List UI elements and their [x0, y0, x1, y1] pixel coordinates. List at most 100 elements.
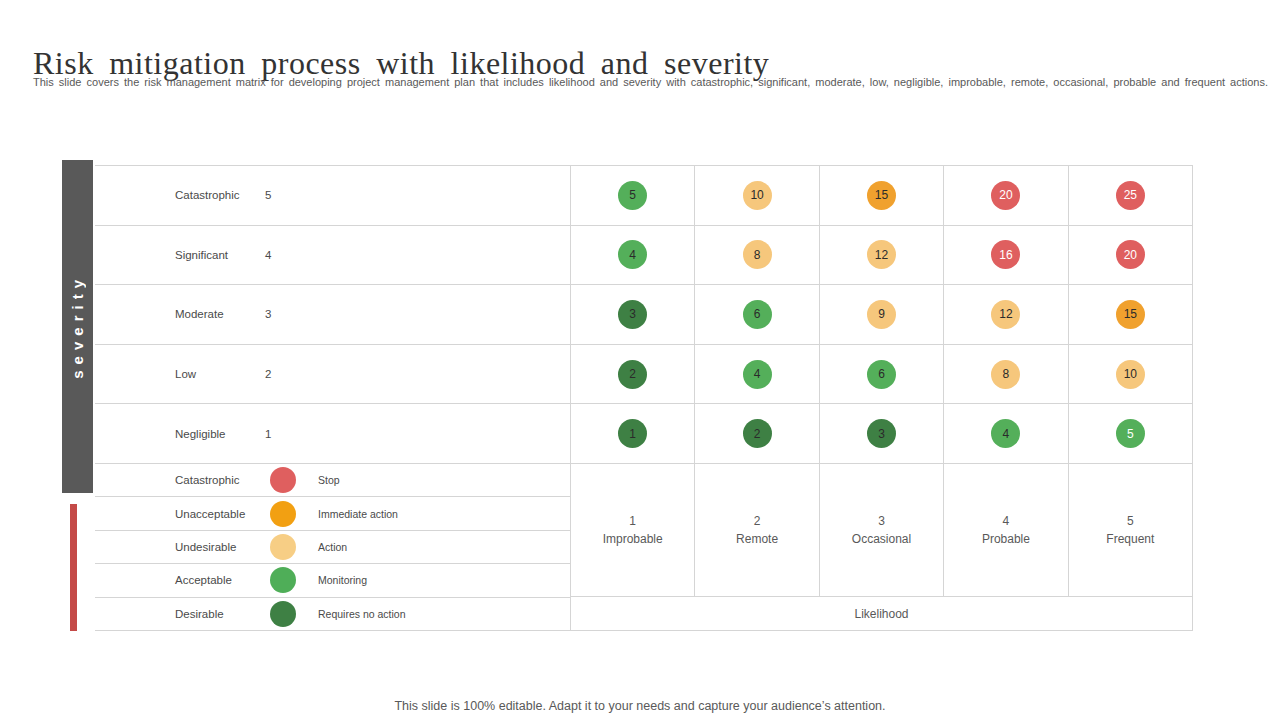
likelihood-label: Probable: [982, 530, 1030, 548]
table-bottom-region: Catastrophic Stop Unacceptable Immediate…: [95, 464, 1192, 630]
likelihood-col-remote: 2 Remote: [694, 464, 818, 597]
likelihood-label: Improbable: [603, 530, 663, 548]
legend-label: Desirable: [175, 608, 270, 620]
legend-color-dot: [270, 601, 296, 627]
matrix-cell: 16: [943, 226, 1067, 285]
severity-axis-bar: severity: [62, 160, 93, 493]
risk-score-bubble: 25: [1116, 181, 1145, 210]
likelihood-num: 3: [878, 512, 885, 530]
risk-score-bubble: 4: [618, 240, 647, 269]
row-level: 2: [265, 368, 271, 380]
risk-score-bubble: 5: [1116, 419, 1145, 448]
legend-action: Stop: [318, 474, 340, 486]
risk-score-bubble: 16: [991, 240, 1020, 269]
risk-score-bubble: 20: [1116, 240, 1145, 269]
likelihood-axis-label: Likelihood: [571, 596, 1192, 630]
matrix-cell: 20: [1068, 226, 1192, 285]
risk-score-bubble: 10: [743, 181, 772, 210]
likelihood-num: 1: [629, 512, 636, 530]
row-header-negligible: Negligible 1: [95, 404, 570, 463]
risk-score-bubble: 10: [1116, 360, 1145, 389]
likelihood-num: 2: [754, 512, 761, 530]
row-level: 1: [265, 428, 271, 440]
legend-label: Acceptable: [175, 574, 270, 586]
row-header-catastrophic: Catastrophic 5: [95, 166, 570, 225]
risk-score-bubble: 2: [743, 419, 772, 448]
risk-score-bubble: 8: [743, 240, 772, 269]
risk-matrix-table: Catastrophic 5 5 10 15 20 25 Significant…: [95, 165, 1193, 631]
matrix-cell: 15: [1068, 285, 1192, 344]
matrix-cell: 4: [943, 404, 1067, 463]
row-header-low: Low 2: [95, 345, 570, 404]
severity-axis-label: severity: [69, 274, 86, 379]
likelihood-col-occasional: 3 Occasional: [819, 464, 943, 597]
legend-action: Monitoring: [318, 574, 367, 586]
matrix-cell: 8: [694, 226, 818, 285]
legend-color-dot: [270, 467, 296, 493]
risk-score-bubble: 12: [867, 240, 896, 269]
risk-score-bubble: 5: [618, 181, 647, 210]
likelihood-col-probable: 4 Probable: [943, 464, 1067, 597]
matrix-cell: 2: [570, 345, 694, 404]
matrix-cell: 2: [694, 404, 818, 463]
row-level: 3: [265, 308, 271, 320]
row-level: 4: [265, 249, 271, 261]
table-row: Negligible 1 1 2 3 4 5: [95, 404, 1192, 464]
table-row: Significant 4 4 8 12 16 20: [95, 226, 1192, 286]
risk-score-bubble: 2: [618, 360, 647, 389]
risk-score-bubble: 9: [867, 300, 896, 329]
risk-score-bubble: 20: [991, 181, 1020, 210]
risk-score-bubble: 8: [991, 360, 1020, 389]
row-header-significant: Significant 4: [95, 226, 570, 285]
risk-score-bubble: 3: [618, 300, 647, 329]
matrix-cell: 3: [819, 404, 943, 463]
legend-label: Undesirable: [175, 541, 270, 553]
risk-score-bubble: 15: [1116, 300, 1145, 329]
matrix-cell: 8: [943, 345, 1067, 404]
legend-color-dot: [270, 534, 296, 560]
risk-score-bubble: 15: [867, 181, 896, 210]
likelihood-label: Occasional: [852, 530, 911, 548]
likelihood-col-frequent: 5 Frequent: [1068, 464, 1192, 597]
row-label: Significant: [175, 249, 265, 261]
risk-score-bubble: 6: [867, 360, 896, 389]
legend-item-desirable: Desirable Requires no action: [95, 598, 570, 630]
table-row: Catastrophic 5 5 10 15 20 25: [95, 166, 1192, 226]
risk-score-bubble: 6: [743, 300, 772, 329]
row-label: Negligible: [175, 428, 265, 440]
matrix-cell: 10: [694, 166, 818, 225]
risk-score-bubble: 12: [991, 300, 1020, 329]
risk-score-bubble: 1: [618, 419, 647, 448]
row-label: Catastrophic: [175, 189, 265, 201]
matrix-cell: 12: [819, 226, 943, 285]
risk-score-bubble: 4: [991, 419, 1020, 448]
likelihood-col-improbable: 1 Improbable: [571, 464, 694, 597]
matrix-cell: 5: [570, 166, 694, 225]
likelihood-columns: 1 Improbable 2 Remote 3 Occasional 4 Pro…: [571, 464, 1192, 597]
table-row: Low 2 2 4 6 8 10: [95, 345, 1192, 405]
risk-score-bubble: 4: [743, 360, 772, 389]
row-label: Moderate: [175, 308, 265, 320]
matrix-cell: 4: [694, 345, 818, 404]
likelihood-label: Frequent: [1106, 530, 1154, 548]
slide-footer-note: This slide is 100% editable. Adapt it to…: [0, 699, 1280, 713]
row-header-moderate: Moderate 3: [95, 285, 570, 344]
legend-color-dot: [270, 567, 296, 593]
matrix-cell: 20: [943, 166, 1067, 225]
matrix-cell: 3: [570, 285, 694, 344]
matrix-cell: 5: [1068, 404, 1192, 463]
likelihood-num: 4: [1003, 512, 1010, 530]
legend-item-unacceptable: Unacceptable Immediate action: [95, 497, 570, 530]
matrix-cell: 1: [570, 404, 694, 463]
legend-color-dot: [270, 501, 296, 527]
legend-action: Requires no action: [318, 608, 406, 620]
legend-action: Immediate action: [318, 508, 398, 520]
slide-subtitle: This slide covers the risk management ma…: [33, 76, 1268, 88]
row-level: 5: [265, 189, 271, 201]
legend-label: Unacceptable: [175, 508, 270, 520]
legend-accent-bar: [70, 504, 77, 631]
row-label: Low: [175, 368, 265, 380]
legend-label: Catastrophic: [175, 474, 270, 486]
risk-score-bubble: 3: [867, 419, 896, 448]
matrix-cell: 15: [819, 166, 943, 225]
